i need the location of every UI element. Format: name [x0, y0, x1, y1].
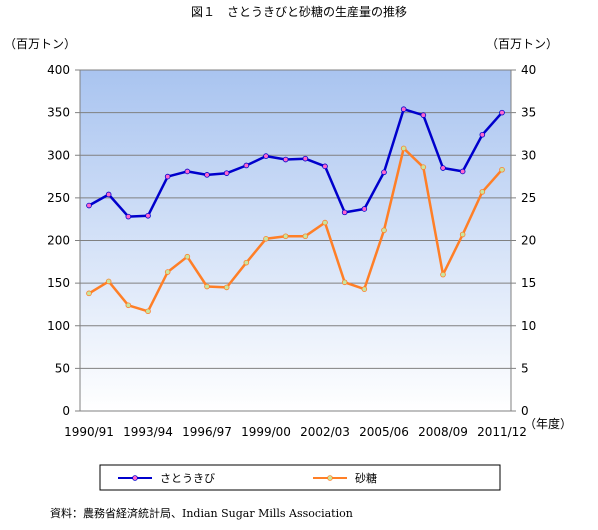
data-point [105, 278, 112, 285]
left-y-axis: 0 50 100 150 200 250 300 350 400 [47, 63, 80, 418]
data-point [184, 168, 191, 175]
legend-swatch-marker [327, 475, 333, 481]
right-tick-label: 30 [521, 148, 536, 162]
legend-label: さとうきび [160, 472, 215, 485]
data-point [302, 233, 309, 240]
data-point [86, 202, 92, 209]
legend-swatch-marker [132, 475, 138, 481]
data-point [400, 145, 407, 152]
data-point [164, 269, 171, 275]
right-tick-label: 25 [521, 191, 536, 205]
data-point [125, 213, 132, 220]
data-point [361, 206, 368, 212]
data-point [479, 189, 486, 195]
data-point [145, 212, 151, 219]
x-axis-unit: （年度） [524, 416, 572, 431]
right-tick-label: 10 [521, 319, 536, 333]
data-point [420, 112, 427, 118]
legend-label: 砂糖 [355, 471, 377, 485]
right-y-axis: 0 5 10 15 20 25 30 35 40 [511, 63, 536, 418]
right-tick-label: 5 [521, 361, 529, 375]
data-point [322, 219, 328, 226]
data-point [263, 153, 269, 159]
legend: さとうきび 砂糖 [99, 464, 501, 491]
left-tick-label: 100 [47, 319, 70, 333]
left-tick-label: 200 [47, 234, 70, 248]
left-tick-label: 0 [62, 404, 70, 418]
data-point [499, 109, 505, 116]
right-axis-unit: （百万トン） [486, 37, 558, 51]
data-point [440, 165, 446, 171]
right-tick-label: 15 [521, 276, 536, 290]
x-tick-label: 2002/03 [300, 425, 350, 439]
legend-items: さとうきび 砂糖 [118, 471, 377, 485]
data-point [223, 284, 230, 291]
legend-box [99, 464, 501, 491]
x-tick-label: 1996/97 [182, 425, 232, 439]
data-point [125, 302, 132, 309]
left-tick-label: 50 [55, 361, 70, 375]
data-point [420, 164, 427, 170]
data-point [263, 235, 269, 242]
data-point [459, 231, 466, 238]
left-tick-label: 250 [47, 191, 70, 205]
data-point [440, 271, 446, 278]
left-tick-label: 300 [47, 148, 70, 162]
series-lines [86, 106, 505, 315]
left-tick-label: 350 [47, 106, 70, 120]
data-point [105, 191, 112, 198]
data-point [223, 170, 230, 176]
right-tick-label: 40 [521, 63, 536, 77]
data-point [341, 209, 348, 216]
right-tick-label: 0 [521, 404, 529, 418]
left-tick-label: 150 [47, 276, 70, 290]
chart-title: 図１ さとうきびと砂糖の生産量の推移 [191, 4, 407, 19]
data-point [479, 131, 486, 138]
data-point [164, 173, 171, 180]
data-point [145, 308, 151, 315]
x-tick-label: 1993/94 [123, 425, 173, 439]
data-point [322, 163, 328, 170]
data-point [361, 286, 368, 292]
data-point [282, 233, 289, 240]
data-point [302, 155, 309, 162]
data-point [282, 156, 289, 163]
data-point [341, 279, 348, 286]
x-axis: 1990/91 1993/94 1996/97 1999/00 2002/03 2005/… [64, 425, 527, 439]
data-point [381, 169, 387, 176]
right-tick-label: 35 [521, 106, 536, 120]
data-point [499, 166, 505, 173]
data-point [459, 168, 466, 175]
data-point [204, 283, 210, 290]
x-tick-label: 2011/12 [477, 425, 527, 439]
data-point [400, 106, 407, 113]
right-tick-label: 20 [521, 234, 536, 248]
data-point [184, 253, 191, 260]
data-point [204, 172, 210, 178]
data-point [243, 259, 250, 266]
data-point [243, 162, 250, 169]
left-axis-unit: （百万トン） [4, 37, 76, 51]
x-tick-label: 2008/09 [418, 425, 468, 439]
x-tick-label: 1990/91 [64, 425, 114, 439]
data-point [86, 290, 92, 297]
series-line-2 [88, 147, 503, 313]
x-tick-label: 2005/06 [359, 425, 409, 439]
x-tick-label: 1999/00 [241, 425, 291, 439]
series-line-1 [88, 107, 503, 218]
data-point [381, 227, 387, 234]
source-note: 資料：農務省経済統計局、Indian Sugar Mills Associati… [50, 507, 353, 520]
left-tick-label: 400 [47, 63, 70, 77]
